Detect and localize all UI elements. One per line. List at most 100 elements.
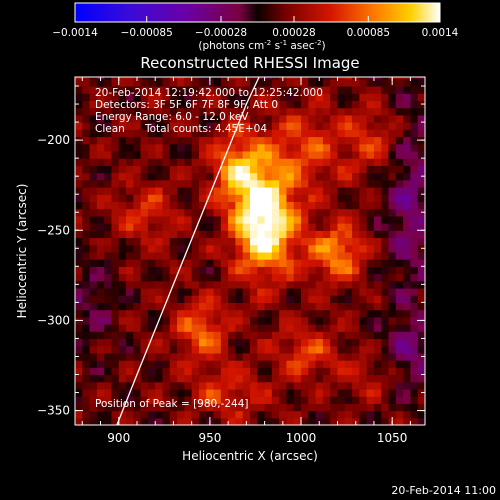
heatmap-cell xyxy=(410,259,419,267)
heatmap-cell xyxy=(198,122,207,130)
heatmap-cell xyxy=(184,201,193,210)
heatmap-cell xyxy=(322,324,331,332)
heatmap-cell xyxy=(140,345,149,354)
heatmap-cell xyxy=(82,237,91,246)
heatmap-cell xyxy=(301,388,309,397)
heatmap-cell xyxy=(373,122,382,130)
heatmap-cell xyxy=(403,388,412,397)
heatmap-cell xyxy=(140,316,149,325)
heatmap-cell xyxy=(381,165,390,174)
heatmap-cell xyxy=(344,158,353,166)
heatmap-cell xyxy=(235,107,244,116)
heatmap-cell xyxy=(395,302,404,311)
heatmap-cell xyxy=(184,150,193,159)
y-tick-label: −300 xyxy=(37,313,70,327)
heatmap-cell xyxy=(162,179,171,188)
heatmap-cell xyxy=(206,93,215,102)
heatmap-cell xyxy=(177,194,185,203)
heatmap-cell xyxy=(395,136,404,145)
heatmap-cell xyxy=(235,78,244,87)
heatmap-cell xyxy=(75,324,83,332)
heatmap-cell xyxy=(293,100,302,109)
heatmap-cell xyxy=(133,78,142,87)
heatmap-cell xyxy=(308,280,317,289)
heatmap-cell xyxy=(344,287,353,296)
heatmap-cell xyxy=(286,309,295,318)
heatmap-cell xyxy=(177,237,185,246)
heatmap-cell xyxy=(264,230,273,239)
heatmap-cell xyxy=(315,237,324,246)
heatmap-cell xyxy=(206,338,215,347)
heatmap-cell xyxy=(162,77,171,80)
heatmap-cell xyxy=(133,114,142,123)
heatmap-cell xyxy=(403,165,412,174)
heatmap-cell xyxy=(352,208,360,217)
heatmap-cell xyxy=(191,388,200,397)
heatmap-cell xyxy=(366,287,375,296)
heatmap-cell xyxy=(155,100,164,109)
heatmap-cell xyxy=(271,316,280,325)
heatmap-cell xyxy=(264,223,273,231)
heatmap-cell xyxy=(184,381,193,390)
heatmap-cell xyxy=(235,302,244,311)
heatmap-cell xyxy=(111,223,120,231)
heatmap-cell xyxy=(184,194,193,203)
heatmap-cell xyxy=(257,165,266,174)
heatmap-cell xyxy=(89,280,98,289)
heatmap-cell xyxy=(191,86,200,94)
heatmap-cell xyxy=(308,172,317,181)
heatmap-cell xyxy=(330,78,339,87)
heatmap-cell xyxy=(257,223,266,231)
heatmap-cell xyxy=(250,230,258,239)
heatmap-cell xyxy=(155,150,164,159)
heatmap-cell xyxy=(417,324,425,332)
heatmap-cell xyxy=(206,273,215,282)
heatmap-cell xyxy=(162,396,171,404)
heatmap-cell xyxy=(82,417,91,425)
heatmap-cell xyxy=(352,223,360,231)
heatmap-cell xyxy=(315,287,324,296)
heatmap-cell xyxy=(286,223,295,231)
heatmap-cell xyxy=(155,215,164,224)
heatmap-cell xyxy=(177,136,185,145)
heatmap-cell xyxy=(395,259,404,267)
heatmap-cell xyxy=(395,208,404,217)
heatmap-cell xyxy=(373,259,382,267)
heatmap-cell xyxy=(118,100,127,109)
heatmap-cell xyxy=(162,86,171,94)
heatmap-cell xyxy=(147,251,156,260)
heatmap-cell xyxy=(322,410,331,419)
heatmap-cell xyxy=(293,287,302,296)
heatmap-cell xyxy=(118,172,127,181)
heatmap-cell xyxy=(410,266,419,275)
heatmap-cell xyxy=(198,417,207,425)
heatmap-cell xyxy=(104,259,113,267)
annotation-total-counts: Total counts: 4.45E+04 xyxy=(144,123,267,135)
heatmap-cell xyxy=(410,244,419,253)
annotation-time-range: 20-Feb-2014 12:19:42.000 to 12:25:42.000 xyxy=(95,87,323,99)
heatmap-cell xyxy=(133,273,142,282)
heatmap-cell xyxy=(191,230,200,239)
heatmap-cell xyxy=(198,143,207,152)
heatmap-cell xyxy=(257,287,266,296)
heatmap-cell xyxy=(366,324,375,332)
heatmap-cell xyxy=(228,345,237,354)
heatmap-cell xyxy=(147,309,156,318)
heatmap-cell xyxy=(104,309,113,318)
heatmap-cell xyxy=(352,316,360,325)
heatmap-cell xyxy=(293,215,302,224)
heatmap-cell xyxy=(228,417,237,425)
heatmap-cell xyxy=(279,360,288,368)
heatmap-cell xyxy=(104,122,113,130)
heatmap-cell xyxy=(330,136,339,145)
heatmap-cell xyxy=(147,295,156,303)
heatmap-cell xyxy=(373,417,382,425)
colorbar-tick-label: −0.00085 xyxy=(121,27,173,39)
heatmap-cell xyxy=(359,208,368,217)
heatmap-cell xyxy=(89,309,98,318)
heatmap-cell xyxy=(75,302,83,311)
heatmap-cell xyxy=(126,374,134,383)
heatmap-cell xyxy=(271,280,280,289)
heatmap-cell xyxy=(228,77,237,80)
heatmap-cell xyxy=(293,208,302,217)
